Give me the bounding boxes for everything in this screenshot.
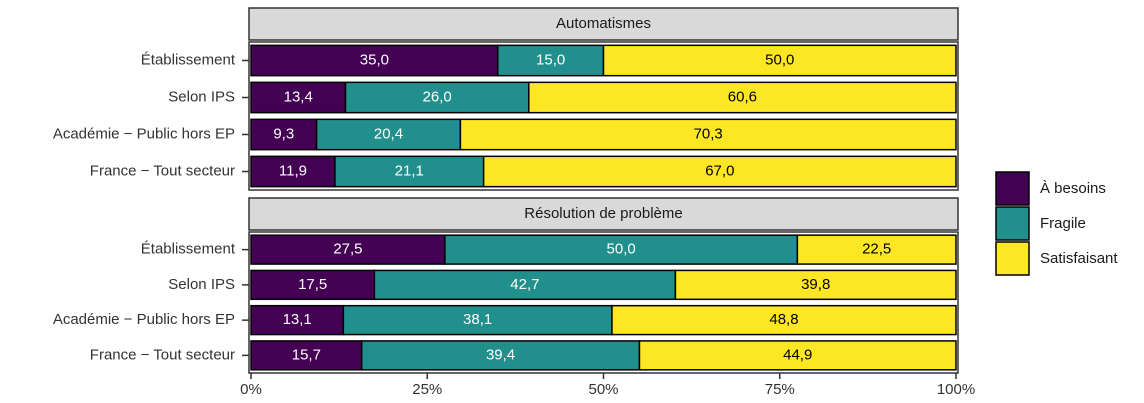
bar-segment: [315, 118, 462, 151]
facet-title: Automatismes: [556, 15, 651, 32]
y-tick-label: France − Tout secteur: [90, 346, 235, 363]
value-label: 70,3: [694, 125, 723, 142]
value-label: 26,0: [423, 88, 452, 105]
bar-segment: [444, 234, 799, 265]
value-label: 48,8: [769, 311, 798, 328]
legend-swatch: [995, 171, 1030, 206]
value-label: 15,0: [536, 51, 565, 68]
bar-segment: [638, 340, 957, 371]
value-label: 20,4: [374, 125, 403, 142]
x-tick-label: 0%: [240, 381, 262, 398]
value-label: 42,7: [510, 276, 539, 293]
x-tick-label: 25%: [412, 381, 442, 398]
bar-segment: [674, 269, 957, 301]
y-tick-label: Établissement: [141, 51, 236, 68]
value-label: 60,6: [728, 88, 757, 105]
y-tick-label: France − Tout secteur: [90, 162, 235, 179]
y-tick-label: Selon IPS: [168, 88, 235, 105]
value-label: 50,0: [765, 51, 794, 68]
x-tick-label: 100%: [937, 381, 975, 398]
bar-segment: [334, 155, 485, 188]
bar-segment: [459, 118, 957, 151]
y-tick-label: Établissement: [141, 241, 236, 258]
value-label: 21,1: [395, 162, 424, 179]
y-tick-label: Académie − Public hors EP: [53, 311, 235, 328]
value-label: 39,8: [801, 276, 830, 293]
bar-segment: [250, 81, 347, 114]
bar-segment: [250, 269, 376, 301]
legend-swatch: [995, 206, 1030, 241]
bar-segment: [528, 81, 957, 114]
bar-segment: [344, 81, 530, 114]
bar-segment: [250, 340, 363, 371]
facet-title: Résolution de problème: [524, 205, 682, 222]
value-label: 13,4: [284, 88, 313, 105]
bar-segment: [611, 304, 957, 336]
y-tick-label: Selon IPS: [168, 276, 235, 293]
bar-segment: [250, 304, 345, 336]
facet-strip: [248, 197, 959, 231]
value-label: 27,5: [333, 241, 362, 258]
bar-segment: [796, 234, 957, 265]
value-label: 11,9: [279, 162, 307, 179]
legend-label: Satisfaisant: [1040, 250, 1118, 267]
legend-label: À besoins: [1040, 180, 1106, 197]
value-label: 9,3: [273, 125, 294, 142]
bar-segment: [602, 44, 957, 77]
value-label: 17,5: [298, 276, 327, 293]
bar-segment: [373, 269, 677, 301]
value-label: 15,7: [292, 346, 321, 363]
y-tick-label: Académie − Public hors EP: [53, 125, 235, 142]
legend-swatch: [995, 241, 1030, 276]
value-label: 13,1: [283, 311, 312, 328]
value-label: 38,1: [463, 311, 492, 328]
value-label: 35,0: [360, 51, 389, 68]
value-label: 22,5: [862, 241, 891, 258]
x-tick-label: 50%: [588, 381, 618, 398]
value-label: 67,0: [705, 162, 734, 179]
value-label: 50,0: [607, 241, 636, 258]
bar-segment: [250, 234, 446, 265]
value-label: 44,9: [783, 346, 812, 363]
bar-segment: [482, 155, 957, 188]
bar-segment: [497, 44, 605, 77]
bar-segment: [342, 304, 613, 336]
legend-label: Fragile: [1040, 215, 1086, 232]
bar-segment: [250, 118, 318, 151]
bar-segment: [360, 340, 641, 371]
facet-strip: [248, 7, 959, 41]
value-label: 39,4: [486, 346, 515, 363]
x-tick-label: 75%: [765, 381, 795, 398]
panel-border: [248, 41, 959, 191]
